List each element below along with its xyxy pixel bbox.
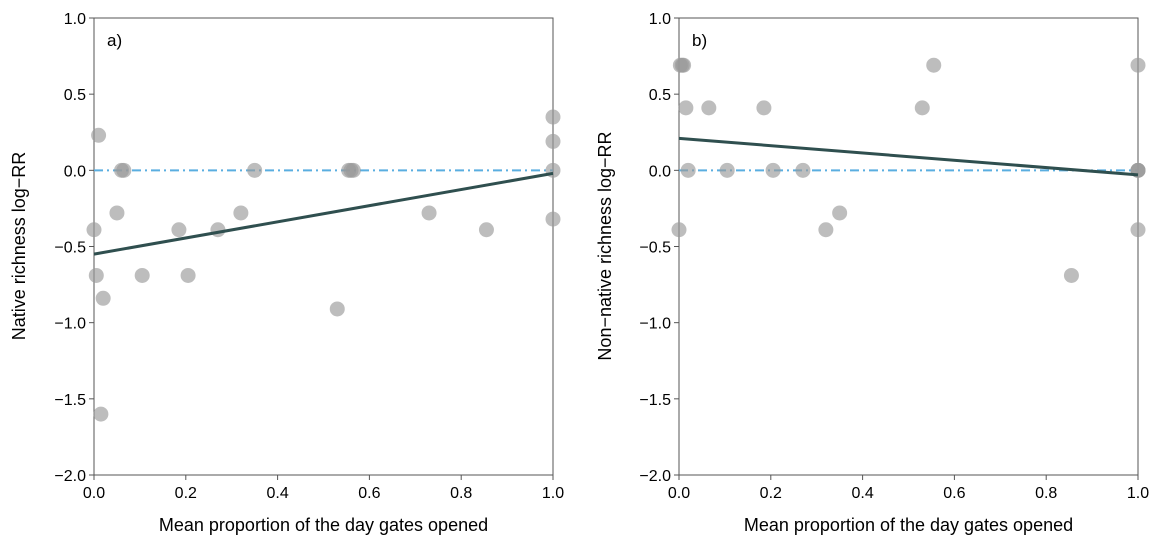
panel-b-fit-line [678,136,1139,177]
panel-a-data-point [545,211,561,227]
panel-a-data-point [421,205,437,221]
panel-a-points [86,109,561,422]
panel-a-x-ticks: 0.0 0.2 0.4 0.6 0.8 1.0 [83,475,564,502]
panel-b-data-point [680,162,696,178]
panel-a-fit-line [93,171,554,256]
panel-a-x-tick-label: 0.6 [358,485,380,502]
panel-b-data-point [719,162,735,178]
panel-b-y-ticks: −2.0 −1.5 −1.0 −0.5 0.0 0.5 1.0 [639,11,679,485]
panel-b-y-tick-label: −2.0 [639,468,671,485]
panel-b-x-tick-label: 0.4 [851,485,873,502]
panel-b-data-point [1063,267,1079,283]
panel-a-data-point [134,267,150,283]
panel-a-y-tick-label: 0.0 [64,163,86,180]
panel-a-label: a) [107,31,122,50]
panel-a-y-tick-label: −0.5 [54,240,86,257]
panel-a-x-tick-label: 0.8 [450,485,472,502]
panel-a-x-tick-label: 1.0 [542,485,564,502]
panel-b-data-point [756,100,772,116]
panel-b-y-tick-label: 0.0 [649,163,671,180]
panel-b-y-tick-label: −0.5 [639,240,671,257]
panel-b-y-axis-label: Non−native richness log−RR [595,131,615,360]
panel-b-data-point [832,205,848,221]
panel-a-x-axis-label: Mean proportion of the day gates opened [159,515,488,535]
panel-a-y-tick-label: −1.5 [54,392,86,409]
panel-b-x-tick-label: 0.0 [668,485,690,502]
panel-b-data-point [1130,222,1146,238]
panel-b-data-point [795,162,811,178]
panel-b-x-tick-label: 0.6 [943,485,965,502]
panel-a-x-tick-label: 0.4 [266,485,288,502]
panel-a-data-point [329,301,345,317]
panel-a-data-point [109,205,125,221]
panel-a-y-tick-label: −2.0 [54,468,86,485]
panel-b-data-point [671,222,687,238]
panel-b-frame [678,17,1139,476]
panel-a-frame [93,17,554,476]
panel-a-y-tick-label: −1.0 [54,316,86,333]
panel-b: 0.0 0.2 0.4 0.6 0.8 1.0 −2.0−1.5−1.0−0.50.00.… [595,11,1149,535]
panel-a-y-ticks: −2.0 −1.5 −1.0 −0.5 0.0 0.5 1.0 [54,11,94,485]
panel-a-y-tick-label: 1.0 [64,11,86,28]
panel-b-x-tick-label: 0.2 [760,485,782,502]
panel-a-y-axis-label: Native richness log−RR [9,152,29,341]
panel-a-data-point [93,406,109,422]
panel-b-y-tick-label: 0.5 [649,87,671,104]
panel-b-data-point [1130,57,1146,73]
panel-b-y-tick-label: −1.5 [639,392,671,409]
panel-a-data-point [180,267,196,283]
panel-b-points [671,57,1146,283]
panel-a-data-point [95,290,111,306]
panel-b-y-tick-label: 1.0 [649,11,671,28]
panel-a-data-point [545,109,561,125]
panel-b-data-point [678,100,694,116]
panel-a-data-point [247,162,263,178]
panel-a-data-point [545,133,561,149]
panel-b-data-point [818,222,834,238]
panel-a-data-point [86,222,102,238]
panel-a-data-point [478,222,494,238]
panel-b-data-point [676,57,692,73]
panel-a-data-point [210,222,226,238]
panel-b-x-axis-label: Mean proportion of the day gates opened [744,515,1073,535]
panel-b-data-point [701,100,717,116]
panel-a-data-point [88,267,104,283]
panel-b-data-point [926,57,942,73]
panel-a-data-point [171,222,187,238]
panel-a-x-tick-label: 0.2 [175,485,197,502]
panel-b-x-tick-label: 1.0 [1127,485,1149,502]
panel-a-x-tick-label: 0.0 [83,485,105,502]
panel-b-x-tick-label: 0.8 [1035,485,1057,502]
panel-a-data-point [91,127,107,143]
panel-a-data-point [116,162,132,178]
panel-a-data-point [345,162,361,178]
panel-b-data-point [765,162,781,178]
panel-a-y-tick-label: 0.5 [64,87,86,104]
panel-b-y-tick-label: −1.0 [639,316,671,333]
panel-b-data-point [914,100,930,116]
panel-b-label: b) [692,31,707,50]
panel-a-data-point [233,205,249,221]
panel-a: 0.0 0.2 0.4 0.6 0.8 1.0 −2.0−1.5−1.0−0.50.00.… [9,11,564,535]
panel-b-x-ticks: 0.0 0.2 0.4 0.6 0.8 1.0 [668,475,1149,502]
